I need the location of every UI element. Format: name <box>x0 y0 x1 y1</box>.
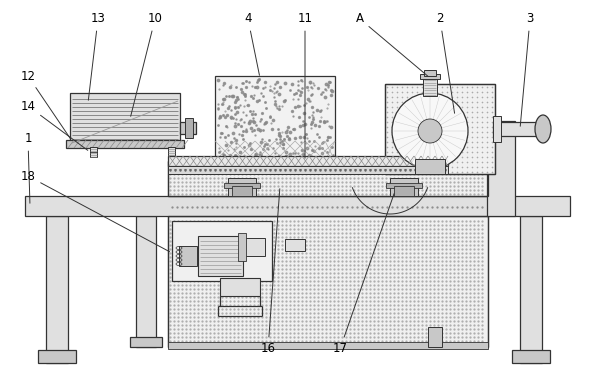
Bar <box>215 141 335 161</box>
Bar <box>168 216 488 347</box>
Text: 12: 12 <box>20 69 70 139</box>
Text: 16: 16 <box>261 189 280 355</box>
Bar <box>415 159 445 174</box>
Bar <box>232 186 252 196</box>
Bar <box>168 342 488 349</box>
Circle shape <box>392 93 468 169</box>
Text: 14: 14 <box>20 99 88 150</box>
Bar <box>428 327 442 347</box>
Bar <box>46 216 68 363</box>
Bar <box>168 156 448 166</box>
Bar <box>432 216 452 347</box>
Bar <box>25 196 570 216</box>
Text: 17: 17 <box>333 194 394 355</box>
Bar <box>493 116 501 142</box>
Bar <box>220 278 260 296</box>
Bar <box>180 122 196 134</box>
Bar <box>168 147 175 157</box>
Bar <box>224 183 260 188</box>
Text: 18: 18 <box>21 170 170 252</box>
Bar <box>185 118 193 138</box>
Bar <box>487 121 515 216</box>
Bar <box>168 161 488 196</box>
Bar <box>424 70 436 76</box>
Bar <box>385 84 495 174</box>
Bar <box>136 216 156 347</box>
Bar <box>238 233 246 261</box>
Text: 3: 3 <box>520 13 534 126</box>
Bar <box>38 350 76 363</box>
Bar <box>70 98 78 143</box>
Bar <box>493 122 543 136</box>
Bar <box>179 246 197 266</box>
Circle shape <box>418 119 442 143</box>
Bar <box>168 161 488 196</box>
Text: 1: 1 <box>24 132 32 203</box>
Bar <box>70 93 180 143</box>
Text: 4: 4 <box>245 13 259 75</box>
Bar <box>243 238 265 256</box>
Bar <box>390 178 418 196</box>
Bar <box>394 186 414 196</box>
Bar <box>512 350 550 363</box>
Text: 11: 11 <box>298 13 312 158</box>
Ellipse shape <box>535 115 551 143</box>
Text: 10: 10 <box>131 13 162 116</box>
Bar <box>168 216 488 347</box>
Bar <box>426 337 458 347</box>
Bar <box>228 178 256 196</box>
Bar <box>385 84 495 174</box>
Text: A: A <box>356 13 428 76</box>
Bar <box>168 166 448 174</box>
Text: 13: 13 <box>88 13 105 100</box>
Bar <box>420 74 440 79</box>
Bar <box>198 236 243 276</box>
Bar <box>90 147 97 157</box>
Bar <box>66 140 184 148</box>
Bar <box>172 221 272 281</box>
Bar <box>215 76 335 161</box>
Bar <box>285 239 305 251</box>
Bar <box>386 183 422 188</box>
Bar <box>520 216 542 363</box>
Bar <box>130 337 162 347</box>
Bar <box>423 78 437 96</box>
Text: 2: 2 <box>436 13 455 113</box>
